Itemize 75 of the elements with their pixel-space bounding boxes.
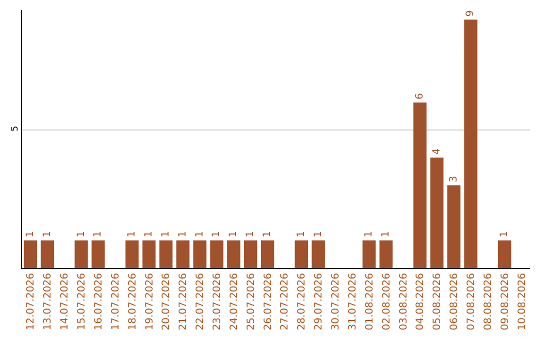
x-tick-label: 26.07.2026 xyxy=(262,273,274,330)
x-tick-label: 12.07.2026 xyxy=(26,273,37,330)
data-label: 1 xyxy=(312,231,324,238)
bar xyxy=(92,240,105,268)
data-label: 1 xyxy=(144,231,154,238)
data-label: 1 xyxy=(228,231,240,238)
x-tick-label: 27.07.2026 xyxy=(280,273,291,330)
data-label: 1 xyxy=(194,231,206,238)
bar xyxy=(74,240,88,268)
bar xyxy=(294,240,308,268)
bar xyxy=(40,240,54,268)
data-label: 1 xyxy=(499,231,510,238)
bar xyxy=(210,240,224,268)
x-tick-label: 29.07.2026 xyxy=(314,273,325,330)
data-label: 3 xyxy=(448,176,460,182)
bar xyxy=(24,240,38,268)
bar xyxy=(260,240,274,268)
x-tick-label: 22.07.2026 xyxy=(195,273,206,330)
bar xyxy=(447,185,460,268)
data-label: 1 xyxy=(76,231,87,238)
data-label: 4 xyxy=(431,148,442,155)
x-tick-label: 01.08.2026 xyxy=(364,273,376,330)
bar xyxy=(244,240,258,268)
bar xyxy=(464,20,478,268)
data-label: 1 xyxy=(24,231,36,238)
data-label: 1 xyxy=(296,231,307,238)
data-label: 1 xyxy=(126,231,138,238)
x-tick-label: 30.07.2026 xyxy=(330,273,342,330)
data-label: 9 xyxy=(465,10,476,17)
bar xyxy=(142,240,156,268)
x-tick-label: 31.07.2026 xyxy=(347,273,358,330)
bar xyxy=(413,102,427,268)
x-tick-label: 23.07.2026 xyxy=(212,273,223,330)
x-tick-label: 24.07.2026 xyxy=(228,273,240,330)
data-label: 1 xyxy=(92,231,104,238)
bar xyxy=(430,158,444,268)
x-tick-label: 28.07.2026 xyxy=(296,273,308,330)
x-tick-label: 19.07.2026 xyxy=(144,273,156,330)
x-tick-label: 09.08.2026 xyxy=(500,273,511,330)
x-tick-label: 13.07.2026 xyxy=(42,273,54,330)
x-tick-label: 20.07.2026 xyxy=(161,273,172,330)
bar xyxy=(193,240,206,268)
bar xyxy=(176,240,190,268)
x-tick-label: 03.08.2026 xyxy=(398,273,410,330)
data-label: 1 xyxy=(245,231,256,238)
bar xyxy=(125,240,139,268)
x-tick-label: 18.07.2026 xyxy=(127,273,138,330)
bar xyxy=(227,240,240,268)
data-label: 6 xyxy=(414,93,426,100)
data-label: 1 xyxy=(364,231,375,238)
data-label: 1 xyxy=(42,231,53,238)
x-tick-label: 10.08.2026 xyxy=(516,273,528,330)
bar xyxy=(379,240,393,268)
x-tick-label: 25.07.2026 xyxy=(246,273,257,330)
bar xyxy=(159,240,173,268)
x-tick-label: 08.08.2026 xyxy=(482,273,494,330)
bar xyxy=(498,240,512,268)
data-label: 1 xyxy=(211,231,222,238)
bar xyxy=(312,240,325,268)
x-tick-label: 21.07.2026 xyxy=(178,273,190,330)
x-tick-label: 02.08.2026 xyxy=(381,273,392,330)
data-label: 1 xyxy=(380,231,392,238)
x-tick-label: 17.07.2026 xyxy=(110,273,122,330)
bar xyxy=(362,240,376,268)
data-label: 1 xyxy=(262,231,274,238)
x-tick-label: 15.07.2026 xyxy=(76,273,88,330)
data-label: 1 xyxy=(177,231,188,238)
data-label: 1 xyxy=(160,231,172,238)
x-tick-label: 05.08.2026 xyxy=(432,273,444,330)
x-tick-label: 14.07.2026 xyxy=(60,273,71,330)
x-tick-label: 06.08.2026 xyxy=(449,273,460,330)
x-tick-label: 07.08.2026 xyxy=(466,273,477,330)
x-tick-label: 16.07.2026 xyxy=(93,273,104,330)
y-tick-label: 5 xyxy=(10,126,20,132)
x-tick-label: 04.08.2026 xyxy=(415,273,426,330)
